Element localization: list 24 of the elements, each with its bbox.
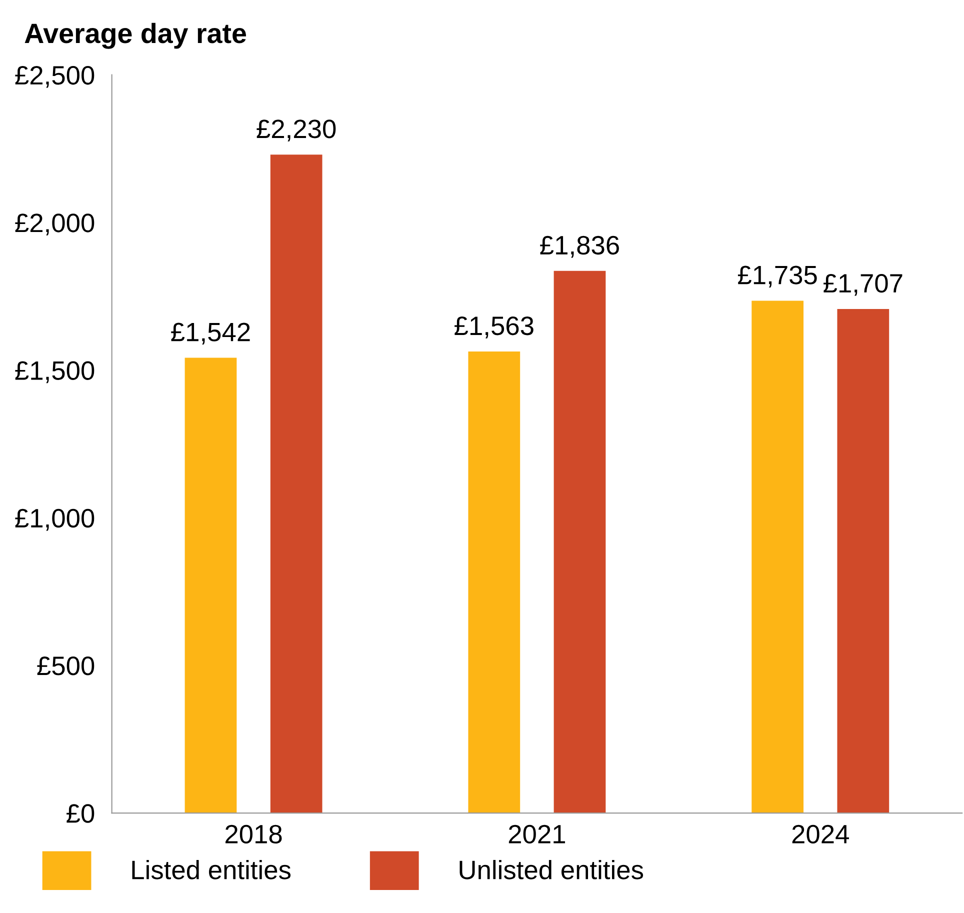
y-tick-label: £2,000: [15, 214, 94, 236]
x-tick-label: 2018: [226, 824, 282, 844]
y-tick-label: £2,500: [15, 66, 94, 88]
y-tick-label: £1,000: [15, 508, 94, 531]
data-label: £1,563: [454, 316, 534, 338]
bar: [554, 270, 606, 814]
legend-label: Unlisted entities: [460, 860, 644, 880]
legend-label: Listed entities: [132, 860, 291, 880]
bar: [837, 309, 890, 814]
data-label: £2,230: [256, 120, 336, 142]
y-tick-label: £1,500: [15, 361, 94, 384]
y-tick-label: £0: [66, 804, 94, 823]
bar: [270, 154, 322, 814]
x-tick-label: 2024: [792, 824, 849, 844]
bar: [752, 300, 804, 814]
data-label: £1,542: [171, 322, 250, 345]
bar: [184, 358, 237, 814]
chart-title: Average day rate: [24, 22, 246, 49]
data-label: £1,735: [738, 266, 817, 288]
x-tick-label: 2021: [508, 824, 566, 844]
y-tick-label: £500: [37, 656, 94, 676]
bar: [468, 352, 520, 814]
data-label: £1,707: [824, 274, 902, 296]
data-label: £1,836: [540, 236, 619, 258]
